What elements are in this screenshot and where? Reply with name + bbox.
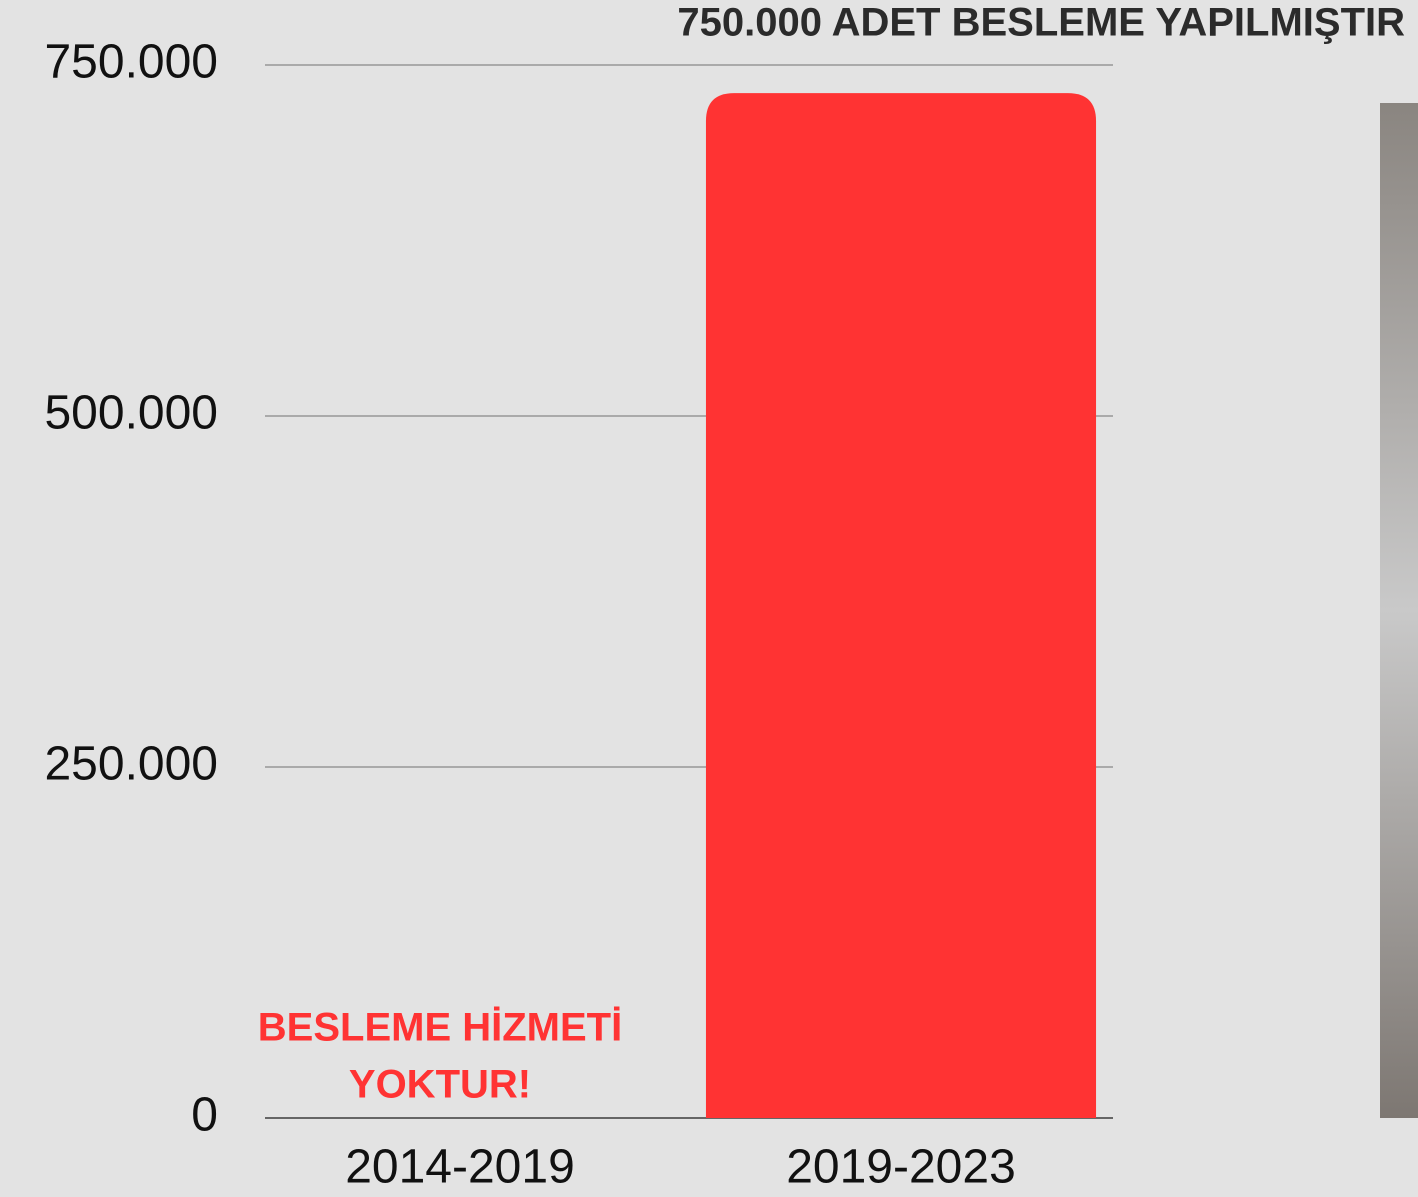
x-tick-label: 2014-2019 (345, 1141, 575, 1194)
y-tick-label: 750.000 (44, 36, 218, 89)
annotation: BESLEME HİZMETİ (258, 1006, 622, 1050)
bar (706, 93, 1096, 1118)
y-tick-label: 0 (191, 1089, 218, 1142)
photo (1380, 103, 1418, 1118)
y-tick-label: 500.000 (44, 387, 218, 440)
y-tick-label: 250.000 (44, 738, 218, 791)
chart-title: 750.000 ADET BESLEME YAPILMIŞTIR (677, 1, 1405, 45)
x-tick-label: 2019-2023 (786, 1141, 1016, 1194)
chart: 750.000 ADET BESLEME YAPILMIŞTIR 0 250.00… (0, 0, 1418, 1197)
annotation: YOKTUR! (349, 1063, 531, 1107)
